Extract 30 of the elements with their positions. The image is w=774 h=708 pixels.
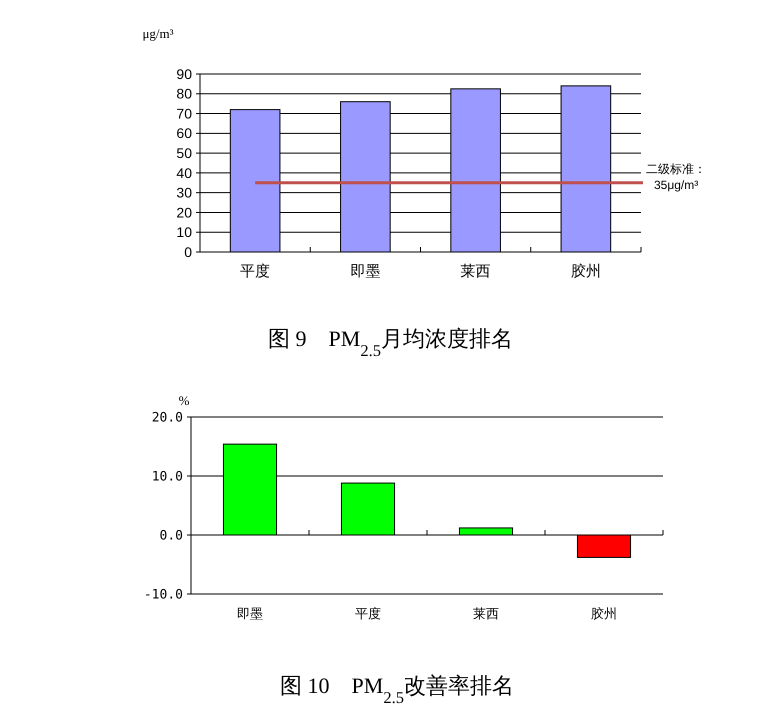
bar bbox=[340, 482, 396, 536]
y-tick-label: 70 bbox=[176, 105, 192, 122]
x-tick-label: 胶州 bbox=[570, 262, 601, 280]
y-tick-label: 20 bbox=[176, 204, 192, 220]
text: 图 9 PM$_{2.5}$月均浓度排名 bbox=[268, 326, 513, 360]
bar bbox=[576, 534, 632, 558]
x-tick-label: 莱西 bbox=[460, 262, 491, 280]
y-tick-label: 40 bbox=[176, 164, 192, 181]
x-tick-label: 平度 bbox=[355, 606, 381, 622]
y-tick-label: 30 bbox=[176, 184, 192, 201]
y-tick-label: 50 bbox=[176, 145, 192, 162]
y-tick-label: 0 bbox=[184, 244, 192, 260]
ref-line-label: 二级标准： 35μg/m³ bbox=[646, 162, 706, 192]
y-tick-label: 10.0 bbox=[152, 470, 183, 485]
x-tick-label: 即墨 bbox=[237, 607, 263, 622]
y-tick-label: 10 bbox=[176, 224, 192, 240]
x-tick-label: 平度 bbox=[240, 262, 270, 280]
text: 图 10 PM$_{2.5}$改善率排名 bbox=[280, 673, 514, 706]
y-tick-label: 20.0 bbox=[152, 410, 183, 426]
y-tick-label: 60 bbox=[176, 125, 192, 142]
y-tick-label: -10.0 bbox=[144, 588, 183, 603]
y-tick-label: 90 bbox=[176, 66, 192, 82]
y-axis-title: μg/m³ bbox=[142, 26, 174, 41]
x-tick-label: 莱西 bbox=[473, 607, 499, 622]
y-axis-title: % bbox=[178, 393, 190, 408]
y-tick-label: 80 bbox=[176, 86, 192, 102]
bar bbox=[458, 527, 514, 536]
x-tick-label: 即墨 bbox=[350, 262, 380, 280]
y-tick-label: 0.0 bbox=[160, 528, 183, 544]
x-tick-label: 胶州 bbox=[591, 607, 617, 622]
